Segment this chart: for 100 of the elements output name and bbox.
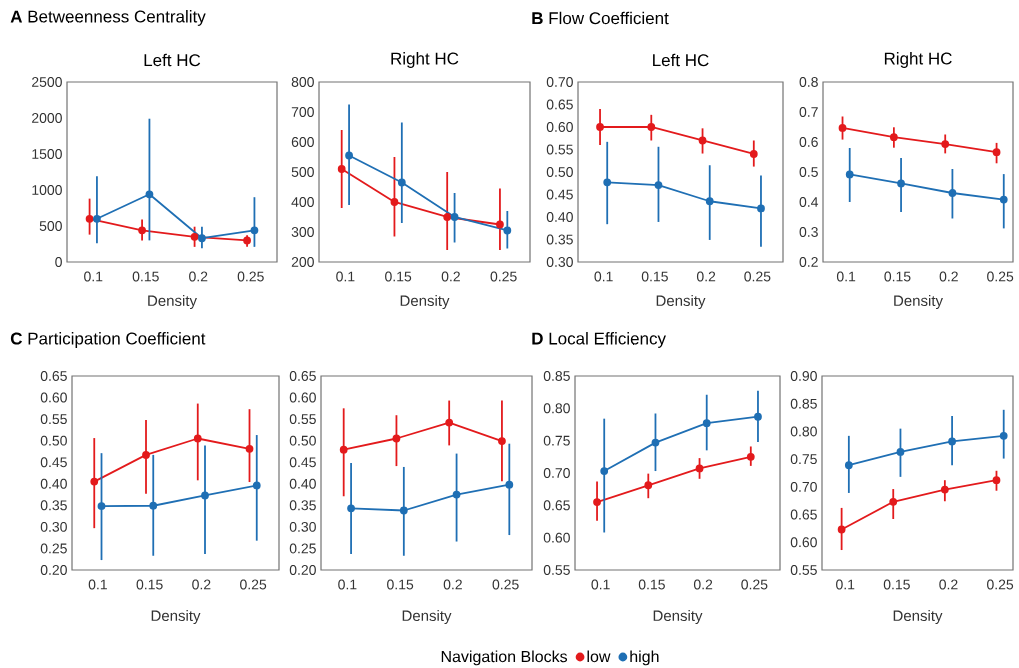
y-tick-label: 0.40 [546, 212, 573, 222]
y-tick-label: 0.65 [40, 371, 67, 381]
y-tick-label: 0.55 [543, 565, 570, 575]
y-tick-label: 0.35 [546, 234, 573, 245]
x-tick-label: 0.2 [939, 271, 958, 282]
y-tick-label: 0.75 [790, 454, 817, 465]
y-tick-label: 1000 [32, 185, 62, 195]
y-tick-label: 0.50 [40, 435, 67, 446]
x-tick-label: 0.15 [385, 271, 412, 282]
y-tick-label: 0.60 [790, 537, 817, 548]
y-tick-label: 700 [291, 107, 314, 117]
y-tick-label: 0.30 [289, 521, 316, 532]
y-tick-label: 0.65 [543, 500, 570, 511]
y-tick-label: 0.60 [546, 122, 573, 132]
x-axis-title: Density [400, 294, 450, 309]
x-tick-label: 0.15 [387, 579, 414, 590]
y-tick-label: 0.70 [543, 468, 570, 478]
y-tick-label: 0.20 [289, 565, 316, 575]
x-tick-label: 0.1 [88, 579, 107, 590]
y-tick-label: 0.85 [790, 398, 817, 409]
y-tick-label: 300 [291, 227, 314, 237]
y-tick-label: 500 [39, 221, 62, 231]
x-axis-title: Density [402, 610, 452, 624]
y-tick-label: 0.35 [40, 500, 67, 511]
y-tick-label: 200 [291, 257, 314, 267]
y-tick-label: 0.6 [799, 137, 818, 147]
y-tick-label: 0.65 [546, 99, 573, 110]
y-tick-label: 1500 [32, 149, 62, 159]
y-tick-label: 0.60 [40, 392, 67, 403]
x-tick-label: 0.2 [443, 579, 462, 590]
y-tick-label: 0.30 [40, 521, 67, 532]
y-tick-label: 0.55 [289, 414, 316, 425]
x-tick-label: 0.2 [189, 271, 208, 282]
legend-title: Navigation Blocks [441, 650, 568, 666]
x-tick-label: 0.1 [591, 579, 610, 590]
y-tick-label: 0.35 [289, 500, 316, 511]
y-tick-label: 0.45 [289, 457, 316, 468]
x-tick-label: 0.15 [641, 271, 668, 282]
x-axis-title: Density [656, 294, 706, 309]
y-tick-label: 0.60 [289, 392, 316, 403]
legend-label: high [630, 650, 659, 666]
y-tick-label: 0.45 [546, 189, 573, 200]
x-tick-label: 0.2 [192, 579, 211, 590]
x-tick-label: 0.1 [84, 271, 103, 282]
y-tick-label: 0.60 [543, 532, 570, 543]
x-axis-title: Density [151, 610, 201, 624]
chart-title: C Participation Coefficient [10, 332, 206, 348]
y-tick-label: 0.2 [799, 257, 818, 267]
y-tick-label: 0.40 [289, 478, 316, 489]
y-tick-label: 0.50 [546, 167, 573, 177]
y-tick-label: 0.50 [289, 435, 316, 446]
x-tick-label: 0.1 [836, 579, 855, 590]
y-tick-label: 0.30 [546, 257, 573, 267]
chart-title: D Local Efficiency [532, 332, 666, 348]
x-tick-label: 0.15 [884, 271, 911, 282]
x-axis-title: Density [653, 610, 703, 624]
x-tick-label: 0.25 [240, 579, 267, 590]
y-tick-label: 0.20 [40, 565, 67, 575]
x-tick-label: 0.25 [987, 579, 1014, 590]
x-tick-label: 0.1 [336, 271, 355, 282]
x-tick-label: 0.15 [638, 579, 665, 590]
y-tick-label: 800 [291, 77, 314, 87]
y-tick-label: 0.85 [543, 371, 570, 381]
x-tick-label: 0.1 [338, 579, 357, 590]
chart-subtitle: Left HC [144, 53, 201, 67]
chart-subtitle: Right HC [884, 52, 952, 68]
legend-label: low [587, 650, 611, 663]
x-tick-label: 0.15 [883, 579, 910, 590]
x-tick-label: 0.1 [836, 271, 856, 282]
x-axis-title: Density [893, 610, 943, 624]
y-tick-label: 0.90 [790, 371, 817, 381]
x-tick-label: 0.2 [441, 271, 460, 282]
x-tick-label: 0.2 [696, 271, 716, 282]
x-axis-title: Density [148, 294, 197, 309]
y-tick-label: 0 [55, 257, 62, 267]
y-tick-label: 0.8 [799, 77, 818, 87]
y-tick-label: 0.70 [546, 77, 573, 87]
x-tick-label: 0.25 [741, 579, 768, 590]
y-tick-label: 0.80 [790, 426, 817, 437]
x-tick-label: 0.25 [744, 271, 771, 282]
x-tick-label: 0.25 [987, 271, 1014, 282]
y-tick-label: 0.4 [799, 197, 819, 207]
y-tick-label: 0.45 [40, 457, 67, 468]
y-tick-label: 2000 [32, 113, 62, 123]
y-tick-label: 0.70 [790, 481, 817, 492]
y-tick-label: 0.75 [543, 435, 570, 446]
chart-title: A Betweenness Centrality [10, 10, 206, 26]
y-tick-label: 0.65 [289, 371, 316, 381]
chart-title: B Flow Coefficient [532, 11, 669, 25]
x-tick-label: 0.25 [237, 271, 264, 282]
x-tick-label: 0.1 [594, 271, 613, 282]
y-tick-label: 600 [291, 137, 314, 147]
y-tick-label: 0.7 [799, 107, 818, 117]
x-tick-label: 0.25 [490, 271, 517, 282]
y-tick-label: 0.40 [40, 478, 67, 489]
y-tick-label: 400 [291, 197, 314, 207]
y-tick-label: 0.5 [799, 167, 818, 177]
chart-subtitle: Left HC [653, 53, 709, 67]
x-axis-title: Density [894, 294, 943, 309]
y-tick-label: 0.25 [289, 543, 316, 554]
